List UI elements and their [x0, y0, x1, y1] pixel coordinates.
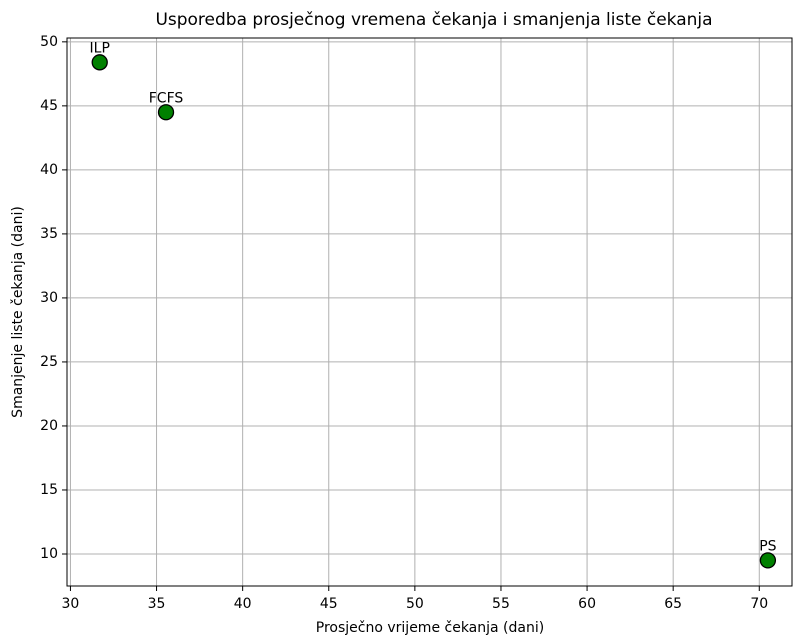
x-axis-label: Prosječno vrijeme čekanja (dani)	[316, 620, 544, 636]
y-tick-label: 15	[40, 482, 58, 498]
point-label: FCFS	[149, 90, 184, 106]
plot-frame	[66, 37, 793, 587]
point-label: ILP	[90, 40, 110, 56]
y-tick-label: 20	[40, 418, 58, 434]
x-tick-label: 45	[320, 596, 338, 612]
y-tick-label: 30	[40, 290, 58, 306]
y-tick-label: 35	[40, 226, 58, 242]
x-tick-label: 55	[492, 596, 510, 612]
y-tick-label: 50	[40, 34, 58, 50]
chart-title: Usporedba prosječnog vremena čekanja i s…	[155, 10, 712, 30]
x-tick-label: 60	[578, 596, 596, 612]
point	[759, 552, 777, 569]
y-tick-label: 40	[40, 162, 58, 178]
point-label: PS	[759, 538, 776, 554]
y-tick-label: 25	[40, 354, 58, 370]
x-tick-label: 35	[148, 596, 166, 612]
point	[91, 54, 108, 71]
x-tick-label: 30	[62, 596, 80, 612]
x-tick-label: 40	[234, 596, 252, 612]
point	[157, 104, 175, 121]
x-tick-label: 70	[750, 596, 768, 612]
y-tick-label: 45	[40, 98, 58, 114]
x-tick-label: 65	[664, 596, 682, 612]
y-tick-label: 10	[40, 546, 58, 562]
y-axis-label: Smanjenje liste čekanja (dani)	[10, 206, 26, 418]
x-tick-label: 50	[406, 596, 424, 612]
